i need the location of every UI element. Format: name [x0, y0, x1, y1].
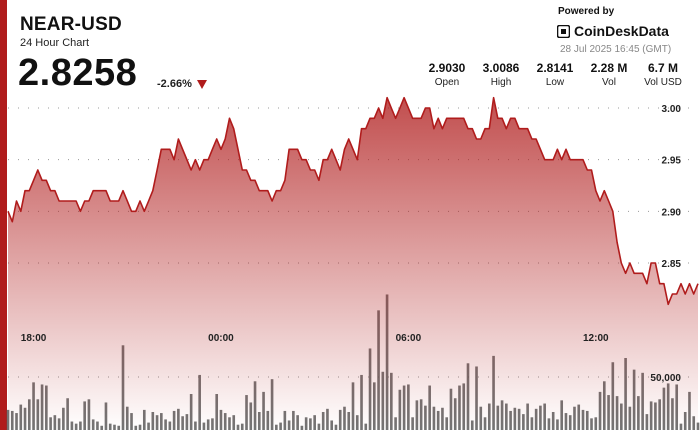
timestamp: 28 Jul 2025 16:45 (GMT)	[560, 44, 672, 55]
stat-value: 2.8141	[536, 61, 574, 75]
stat-open: 2.9030 Open	[420, 61, 474, 88]
down-arrow-icon	[197, 80, 207, 89]
price-tick-label: 2.85	[662, 259, 682, 270]
accent-bar	[0, 0, 7, 430]
axis-labels: 3.00 2.95 2.90 2.85 50,000 18:00 00:00 06:00 12:…	[21, 104, 682, 384]
volume-tick-label: 50,000	[650, 373, 681, 384]
stat-value: 3.0086	[482, 61, 520, 75]
brand-name: CoinDeskData	[574, 23, 669, 39]
powered-by-label: Powered by	[558, 6, 615, 17]
stat-value: 6.7 M	[647, 61, 678, 75]
price-tick-label: 2.90	[662, 207, 682, 218]
stat-label: Vol USD	[644, 77, 682, 88]
price-area	[7, 96, 699, 430]
stats-row: 2.9030 Open 3.0086 High 2.8141 Low 2.28 …	[420, 61, 690, 88]
current-price: 2.8258	[18, 52, 138, 94]
stat-high: 3.0086 High	[474, 61, 528, 88]
x-tick-label: 06:00	[396, 333, 422, 344]
x-tick-label: 00:00	[208, 333, 234, 344]
price-area-fill	[8, 97, 698, 430]
page-title: NEAR-USD	[20, 14, 122, 35]
stat-vol: 2.28 M Vol	[582, 61, 636, 88]
stat-value: 2.9030	[428, 61, 466, 75]
stat-value: 2.28 M	[590, 61, 628, 75]
volume-bar	[6, 409, 10, 430]
x-tick-label: 18:00	[21, 333, 47, 344]
coindesk-logo-icon	[557, 24, 570, 38]
price-tick-label: 3.00	[662, 104, 682, 115]
stat-label: High	[490, 77, 512, 88]
price-change: -2.66%	[157, 78, 192, 90]
x-tick-label: 12:00	[583, 333, 609, 344]
stat-label: Open	[434, 77, 460, 88]
chart-subtitle: 24 Hour Chart	[20, 37, 90, 49]
stat-low: 2.8141 Low	[528, 61, 582, 88]
stat-label: Low	[545, 77, 565, 88]
stat-label: Vol	[602, 77, 616, 88]
stat-vol-usd: 6.7 M Vol USD	[636, 61, 690, 88]
price-tick-label: 2.95	[662, 156, 682, 167]
price-line	[7, 96, 699, 306]
brand-logo-link[interactable]: CoinDeskData	[557, 23, 669, 39]
